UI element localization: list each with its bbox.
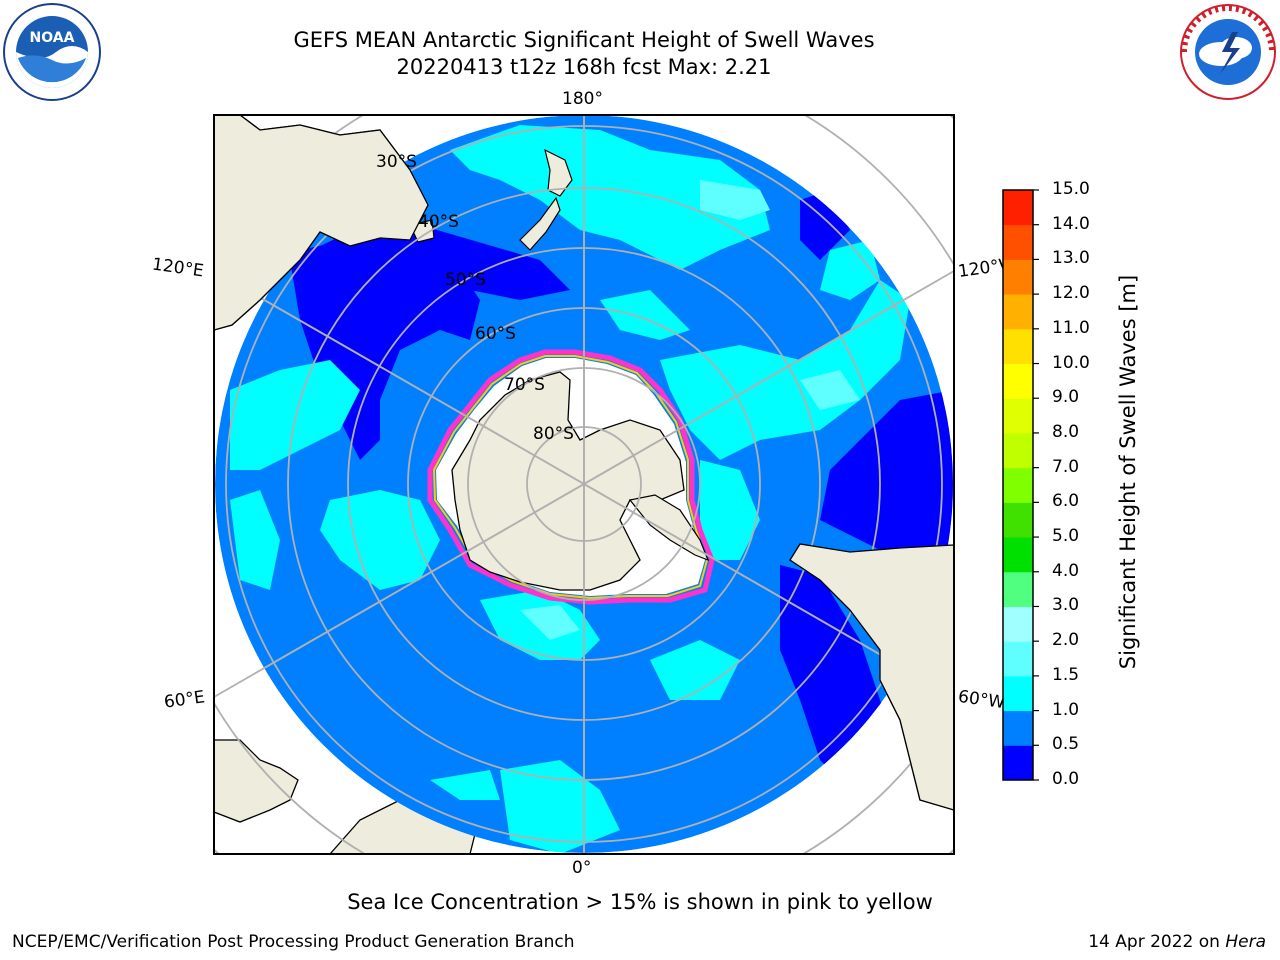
colorbar-segment <box>1003 710 1033 746</box>
colorbar-segment <box>1003 432 1033 469</box>
colorbar-tick-label: 8.0 <box>1052 421 1080 442</box>
chart-subtitle: 20220413 t12z 168h fcst Max: 2.21 <box>396 55 772 79</box>
footer-credit: NCEP/EMC/Verification Post Processing Pr… <box>12 932 575 952</box>
colorbar-segment <box>1003 571 1033 607</box>
colorbar-segment <box>1003 259 1033 295</box>
colorbar-tick-label: 12.0 <box>1052 283 1090 304</box>
colorbar-label: Significant Height of Swell Waves [m] <box>1116 274 1140 670</box>
colorbar-tick-label: 4.0 <box>1052 560 1080 581</box>
lon-label-180: 180° <box>562 89 603 109</box>
antarctica-land <box>451 371 685 591</box>
sea-ice-note: Sea Ice Concentration > 15% is shown in … <box>347 890 933 914</box>
lat-label-80s: 80°S <box>533 424 574 444</box>
colorbar-segment <box>1003 398 1033 434</box>
colorbar-tick-label: 6.0 <box>1052 491 1080 512</box>
colorbar-tick-label: 5.0 <box>1052 526 1080 547</box>
colorbar-tick-label: 2.0 <box>1052 630 1080 651</box>
chart-title: GEFS MEAN Antarctic Significant Height o… <box>293 28 875 52</box>
colorbar-segment <box>1003 675 1033 712</box>
colorbar-frame <box>1002 189 1034 781</box>
colorbar-segment <box>1003 328 1033 365</box>
lat-label-70s: 70°S <box>504 375 545 395</box>
lon-label-0: 0° <box>572 858 592 878</box>
lat-label-50s: 50°S <box>445 270 486 290</box>
sea-ice-edge <box>427 349 715 605</box>
colorbar-tick-label: 7.0 <box>1052 456 1080 477</box>
colorbar-tick-label: 0.0 <box>1052 769 1080 789</box>
colorbar-segment <box>1003 467 1033 503</box>
svg-text:NOAA: NOAA <box>30 30 75 46</box>
colorbar-tick-label: 0.5 <box>1052 734 1080 755</box>
colorbar-segment <box>1003 502 1033 538</box>
graticule-outer <box>214 115 954 854</box>
noaa-logo: NOAA <box>2 2 102 102</box>
colorbar <box>1002 189 1039 781</box>
land-outer-top <box>214 115 954 811</box>
colorbar-segment <box>1003 745 1033 781</box>
colorbar-segment <box>1003 190 1033 226</box>
swell-1.5-2.0 <box>520 180 860 640</box>
colorbar-tick-label: 10.0 <box>1052 352 1090 373</box>
swell-1.0-1.5 <box>230 125 910 853</box>
colorbar-tick-label: 14.0 <box>1052 213 1090 234</box>
lat-label-40s: 40°S <box>418 212 459 232</box>
colorbar-tick-label: 15.0 <box>1052 179 1090 199</box>
sea-ice-edge-yellow <box>432 355 709 600</box>
colorbar-segment <box>1003 294 1033 330</box>
new-zealand-north <box>544 148 573 197</box>
colorbar-tick-label: 1.5 <box>1052 664 1080 685</box>
colorbar-tick-label: 13.0 <box>1052 248 1090 269</box>
colorbar-tick-label: 1.0 <box>1052 699 1080 720</box>
colorbar-segment <box>1003 363 1033 399</box>
map-frame <box>213 114 955 855</box>
colorbar-segment <box>1003 224 1033 260</box>
footer-date: 14 Apr 2022 on Hera <box>1088 932 1266 952</box>
colorbar-tick-label: 9.0 <box>1052 387 1080 408</box>
footer-date-text: 14 Apr 2022 on <box>1088 932 1226 952</box>
footer-machine: Hera <box>1225 932 1266 952</box>
colorbar-segment <box>1003 537 1033 573</box>
colorbar-segment <box>1003 641 1033 677</box>
lat-label-60s: 60°S <box>475 324 516 344</box>
colorbar-segment <box>1003 606 1033 642</box>
colorbar-tick-label: 3.0 <box>1052 595 1080 616</box>
lat-label-30s: 30°S <box>376 152 417 172</box>
colorbar-tick-label: 11.0 <box>1052 317 1090 338</box>
nws-logo <box>1176 2 1280 102</box>
new-zealand-south <box>519 196 561 251</box>
